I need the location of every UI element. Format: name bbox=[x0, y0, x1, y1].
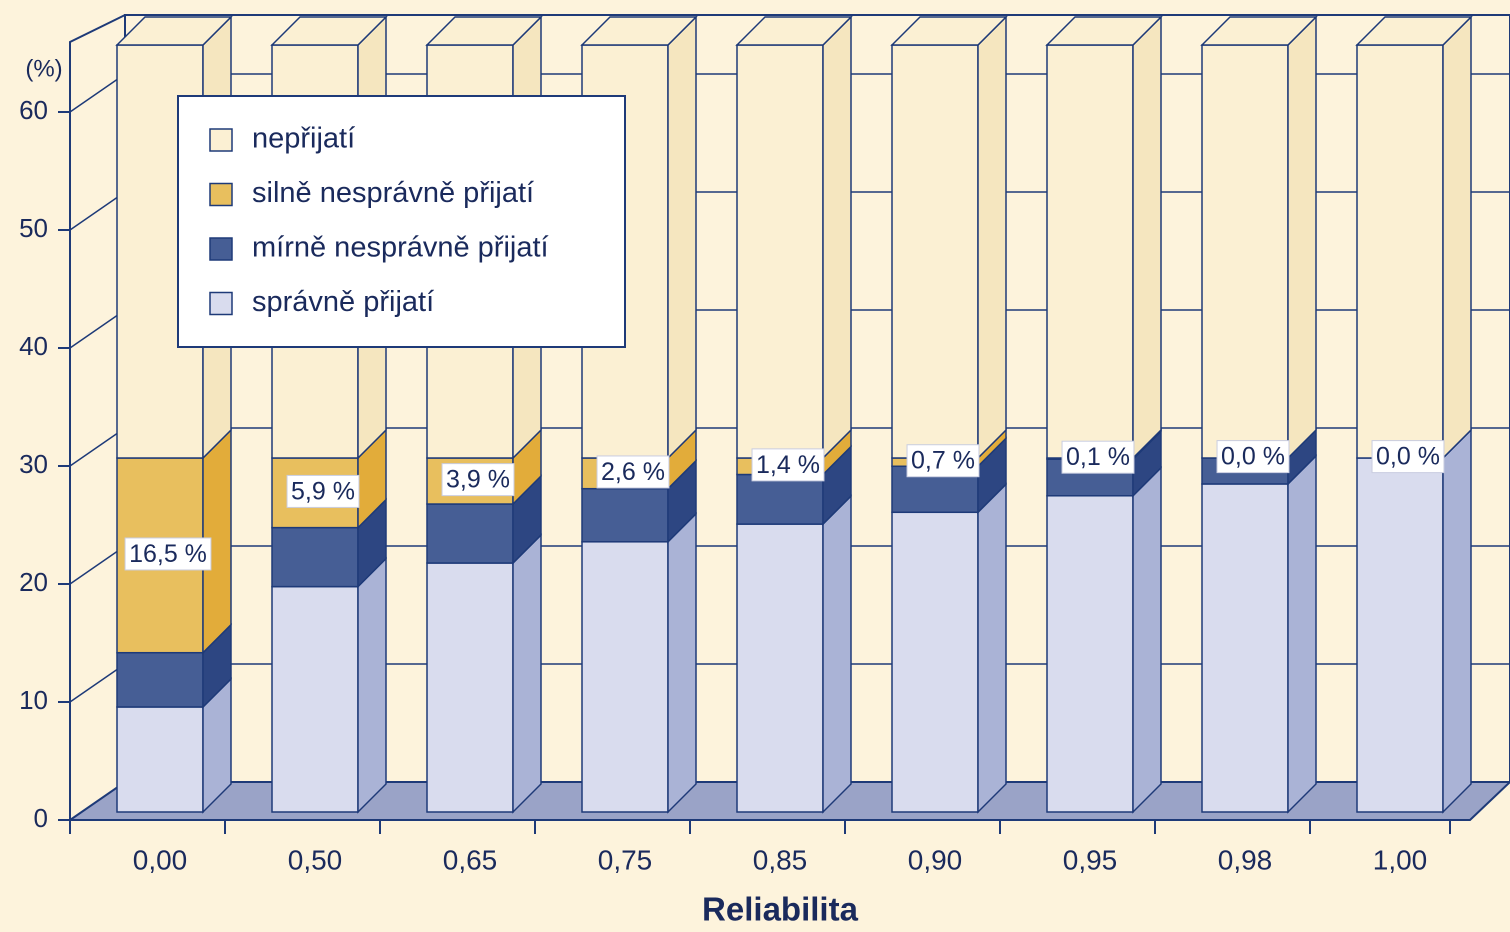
bar-segment bbox=[1356, 457, 1444, 813]
bar-top bbox=[425, 16, 543, 46]
left-wall bbox=[69, 14, 126, 820]
y-tick-label: 40 bbox=[19, 331, 48, 361]
bar-top bbox=[1045, 16, 1163, 46]
value-label-box bbox=[596, 455, 670, 489]
value-label-group: 3,9 % bbox=[441, 463, 515, 497]
bar-segment bbox=[271, 585, 359, 813]
value-label-box bbox=[906, 444, 980, 478]
legend-label: silně nesprávně přijatí bbox=[252, 177, 534, 209]
value-label-group: 1,4 % bbox=[751, 448, 825, 482]
value-label-group: 0,0 % bbox=[1371, 440, 1445, 474]
legend-box bbox=[177, 95, 626, 348]
y-tick-label: 30 bbox=[19, 449, 48, 479]
bar-segment-side bbox=[667, 15, 697, 460]
bar-segment-side bbox=[1287, 15, 1317, 460]
value-label: 0,0 % bbox=[1376, 443, 1440, 471]
bar-segment bbox=[891, 511, 979, 813]
bar-segment bbox=[736, 44, 824, 459]
y-tick-label: 20 bbox=[19, 567, 48, 597]
x-tick-label: 0,95 bbox=[1063, 844, 1118, 875]
bar-segment bbox=[581, 487, 669, 543]
legend-swatch bbox=[209, 291, 233, 316]
value-label: 0,1 % bbox=[1066, 443, 1130, 471]
bar-segment bbox=[1201, 44, 1289, 459]
legend: nepřijatí silně nesprávně přijatí mírně ne… bbox=[177, 95, 626, 348]
value-label: 5,9 % bbox=[291, 477, 355, 505]
value-label: 2,6 % bbox=[601, 458, 665, 486]
legend-swatch bbox=[209, 182, 233, 207]
y-axis-label: (%) bbox=[25, 55, 62, 82]
x-tick-label: 0,98 bbox=[1218, 844, 1273, 875]
bar-segment-side bbox=[822, 15, 852, 460]
bar-top bbox=[580, 16, 698, 46]
bar-segment-side bbox=[977, 15, 1007, 460]
legend-swatch bbox=[209, 237, 233, 261]
x-axis-title: Reliabilita bbox=[702, 891, 859, 928]
bar-top bbox=[1355, 16, 1473, 46]
bar-segment bbox=[1201, 483, 1289, 813]
x-tick-label: 0,85 bbox=[753, 844, 808, 875]
value-label: 0,7 % bbox=[911, 447, 975, 475]
value-label-group: 0,0 % bbox=[1216, 440, 1290, 474]
bar-segment-side bbox=[667, 511, 697, 814]
x-tick-label: 0,90 bbox=[908, 844, 963, 875]
bar-top bbox=[270, 16, 388, 46]
bar-segment bbox=[426, 562, 514, 813]
bar-segment-side bbox=[1132, 15, 1162, 460]
bar-top bbox=[115, 16, 233, 46]
value-label-box bbox=[441, 463, 515, 497]
bar-segment bbox=[581, 541, 669, 813]
bar-segment-side bbox=[977, 482, 1007, 814]
bar-segment bbox=[736, 523, 824, 813]
value-label: 0,0 % bbox=[1221, 443, 1285, 471]
x-tick-label: 0,00 bbox=[133, 844, 188, 875]
bar-segment bbox=[1356, 44, 1444, 459]
value-label-group: 16,5 % bbox=[124, 537, 212, 571]
value-label-group: 5,9 % bbox=[286, 474, 360, 508]
y-tick-label: 0 bbox=[34, 803, 48, 833]
bar-segment-side bbox=[1442, 428, 1472, 814]
value-label-box bbox=[751, 448, 825, 482]
x-tick-label: 1,00 bbox=[1373, 844, 1428, 875]
bar-top bbox=[735, 16, 853, 46]
bar-segment-side bbox=[1442, 15, 1472, 460]
y-tick-label: 60 bbox=[19, 95, 48, 125]
value-label-box bbox=[1371, 440, 1445, 474]
legend-label: mírně nesprávně přijatí bbox=[252, 232, 549, 264]
value-label-box bbox=[286, 474, 360, 508]
bar-segment-side bbox=[512, 533, 542, 814]
bar-top bbox=[890, 16, 1008, 46]
x-tick-label: 0,75 bbox=[598, 844, 653, 875]
value-label-group: 0,1 % bbox=[1061, 440, 1135, 474]
value-label-box bbox=[1216, 440, 1290, 474]
bar-segment-side bbox=[357, 556, 387, 814]
bar-top bbox=[1200, 16, 1318, 46]
bar-segment bbox=[736, 473, 824, 525]
legend-label: nepřijatí bbox=[252, 123, 355, 155]
value-label: 1,4 % bbox=[756, 451, 820, 479]
bar-segment bbox=[891, 44, 979, 459]
legend-label: správně přijatí bbox=[252, 286, 434, 318]
bar-segment bbox=[426, 503, 514, 564]
bar-segment-side bbox=[1132, 465, 1162, 814]
value-label: 16,5 % bbox=[129, 540, 207, 568]
bar-segment bbox=[116, 706, 204, 813]
bar-segment-side bbox=[822, 494, 852, 814]
value-label-box bbox=[124, 537, 212, 571]
bar-segment bbox=[1046, 495, 1134, 813]
value-label: 3,9 % bbox=[446, 466, 510, 494]
value-label-group: 2,6 % bbox=[596, 455, 670, 489]
y-tick-label: 10 bbox=[19, 685, 48, 715]
x-tick-label: 0,65 bbox=[443, 844, 498, 875]
bar-segment bbox=[1046, 44, 1134, 459]
value-label-box bbox=[1061, 440, 1135, 474]
x-tick-label: 0,50 bbox=[288, 844, 343, 875]
bar-segment bbox=[271, 526, 359, 588]
value-label-group: 0,7 % bbox=[906, 444, 980, 478]
bar-segment-side bbox=[1287, 454, 1317, 814]
legend-swatch bbox=[209, 128, 233, 152]
y-tick-label: 50 bbox=[19, 213, 48, 243]
bar-segment bbox=[116, 651, 204, 708]
